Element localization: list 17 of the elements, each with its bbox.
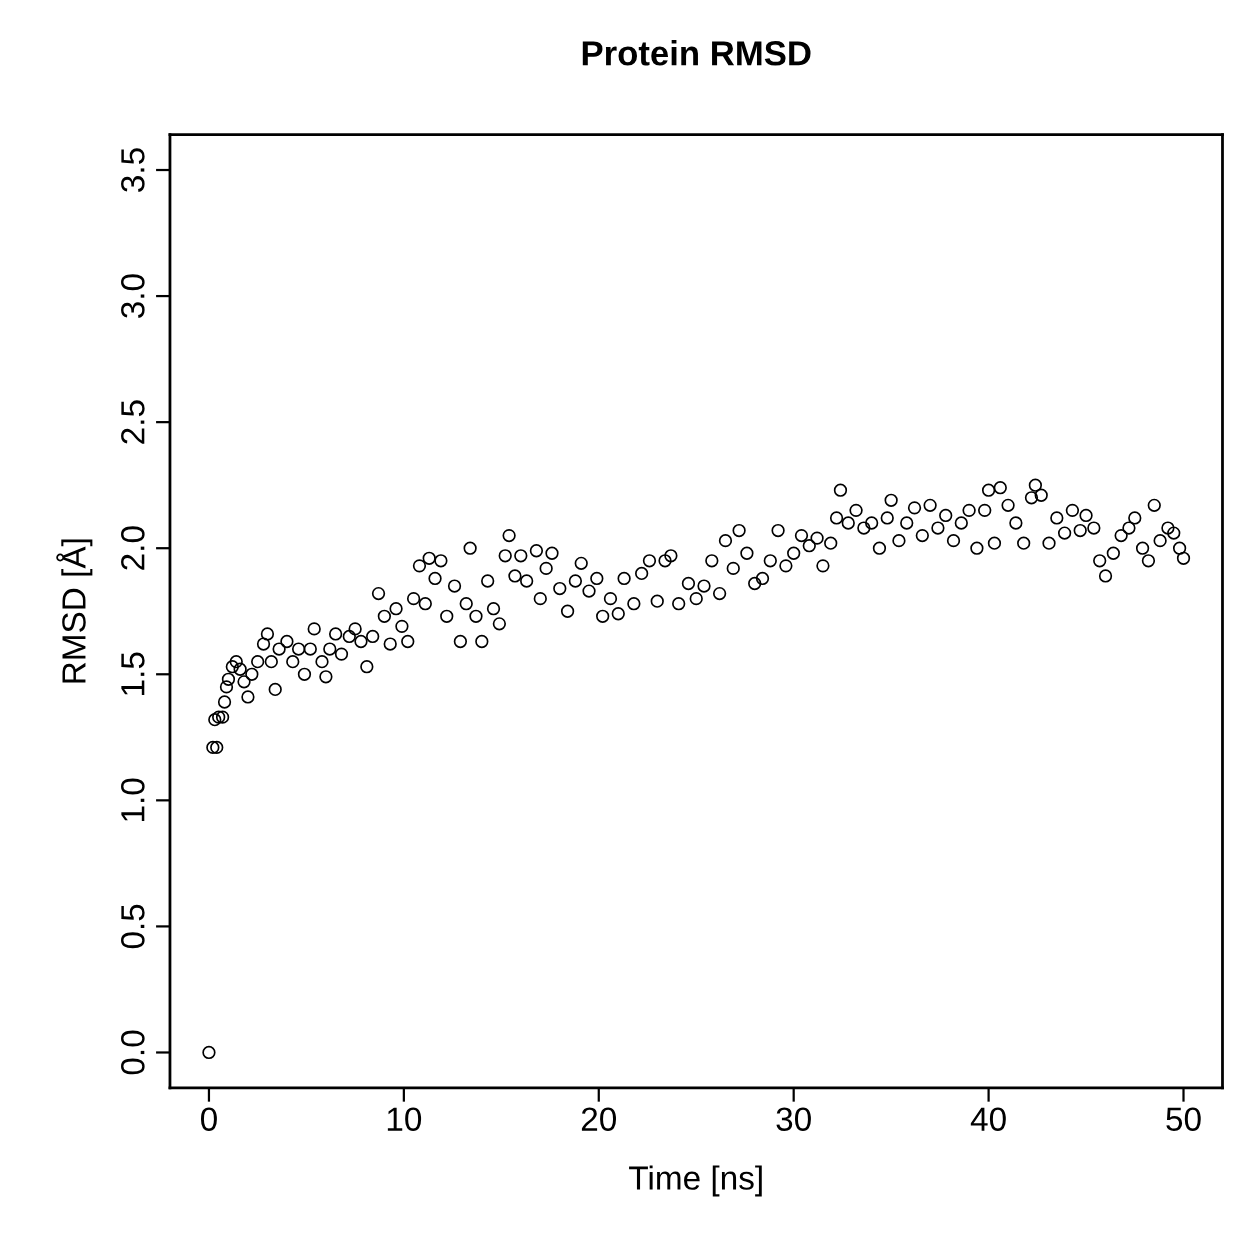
y-tick-label: 0.0 [121, 1030, 145, 1075]
y-tick-label: 2.0 [121, 526, 145, 570]
y-tick-label: 3.5 [121, 148, 145, 192]
x-tick-label: 20 [581, 1107, 617, 1132]
y-tick-label: 3.0 [121, 274, 145, 318]
x-tick-label: 0 [200, 1107, 217, 1132]
x-tick-label: 10 [387, 1107, 422, 1132]
y-axis-title: RMSD [Å] [56, 539, 93, 683]
y-tick-label: 0.5 [121, 904, 145, 949]
x-axis-title: Time [ns] [629, 1165, 762, 1197]
chart-title: Protein RMSD [582, 40, 811, 66]
x-tick-label: 30 [776, 1107, 811, 1132]
y-tick-label: 2.5 [121, 400, 145, 444]
y-tick-label: 1.5 [121, 652, 145, 695]
y-tick-label: 1.0 [121, 778, 145, 821]
x-tick-label: 40 [970, 1107, 1006, 1132]
x-tick-label: 50 [1166, 1107, 1201, 1132]
